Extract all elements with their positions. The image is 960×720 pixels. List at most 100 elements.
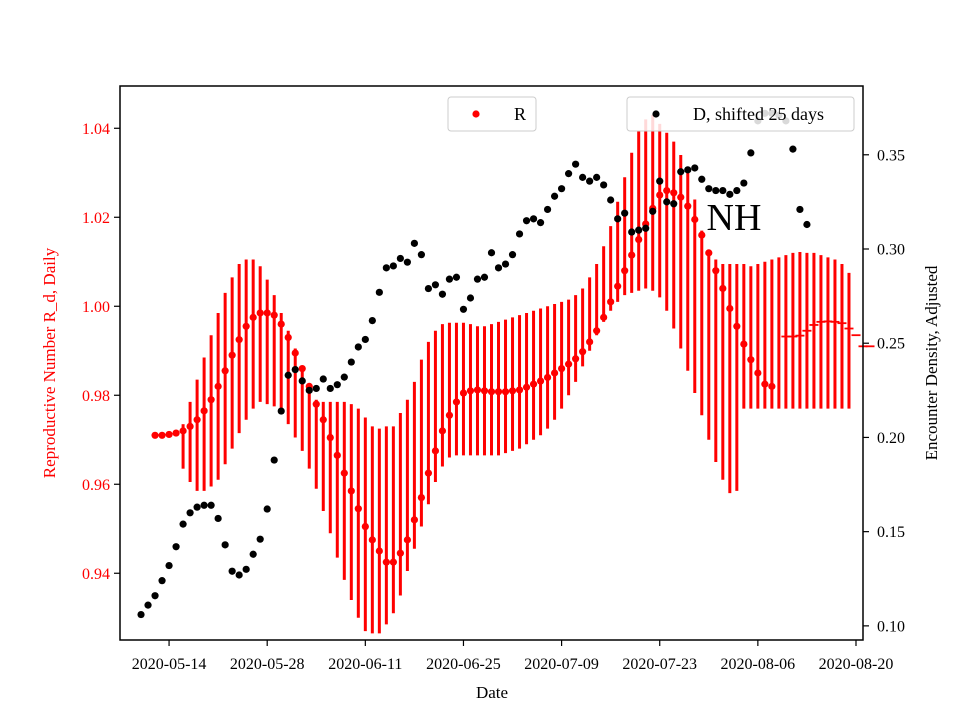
r-point bbox=[536, 377, 545, 385]
y-right-tick-label: 0.10 bbox=[877, 618, 905, 635]
r-point bbox=[747, 356, 755, 364]
x-tick-label: 2020-07-23 bbox=[622, 656, 697, 673]
d-point bbox=[445, 275, 454, 283]
d-point bbox=[186, 509, 194, 517]
d-point bbox=[642, 224, 650, 232]
d-point bbox=[719, 186, 727, 195]
r-point bbox=[333, 451, 341, 459]
r-point bbox=[698, 231, 706, 239]
r-point bbox=[158, 431, 166, 439]
r-point bbox=[733, 322, 741, 330]
d-point bbox=[361, 335, 369, 344]
d-point bbox=[635, 226, 643, 234]
d-point bbox=[747, 149, 755, 157]
r-point bbox=[628, 251, 636, 259]
d-point bbox=[221, 541, 229, 549]
d-point bbox=[389, 262, 397, 270]
r-point bbox=[256, 309, 264, 317]
d-point bbox=[515, 230, 524, 238]
d-point bbox=[214, 514, 222, 523]
y-right-tick-label: 0.25 bbox=[877, 336, 905, 353]
d-point bbox=[508, 251, 517, 259]
d-point bbox=[684, 166, 692, 174]
legend-d-label: D, shifted 25 days bbox=[693, 104, 824, 124]
r-point bbox=[263, 309, 271, 317]
r-point bbox=[614, 282, 622, 290]
x-tick-label: 2020-06-25 bbox=[426, 656, 501, 673]
d-point bbox=[557, 185, 566, 193]
r-point bbox=[445, 411, 454, 419]
d-point bbox=[319, 375, 327, 383]
r-point bbox=[466, 387, 475, 395]
r-point bbox=[298, 364, 306, 373]
d-point bbox=[452, 273, 461, 281]
r-point bbox=[270, 311, 278, 319]
r-point bbox=[235, 336, 243, 344]
r-point bbox=[494, 388, 503, 396]
d-point bbox=[382, 264, 390, 272]
r-point bbox=[705, 249, 713, 257]
d-point bbox=[466, 294, 475, 302]
r-point bbox=[543, 373, 552, 382]
r-point bbox=[529, 380, 538, 388]
r-point bbox=[522, 383, 531, 391]
r-point bbox=[179, 427, 187, 435]
r-point bbox=[340, 469, 348, 477]
r-point bbox=[691, 215, 699, 224]
r-point bbox=[452, 398, 461, 406]
d-point bbox=[600, 181, 608, 189]
legend-r: R bbox=[447, 96, 537, 132]
r-point bbox=[508, 387, 517, 395]
y-right-tick-label: 0.30 bbox=[877, 241, 905, 258]
d-point bbox=[543, 205, 552, 214]
r-point bbox=[438, 427, 447, 435]
d-point bbox=[242, 565, 250, 573]
r-point bbox=[586, 338, 594, 346]
d-point bbox=[291, 365, 299, 374]
d-point bbox=[228, 567, 236, 575]
r-point bbox=[607, 298, 615, 306]
d-point bbox=[586, 177, 594, 185]
d-point bbox=[312, 384, 320, 393]
d-point bbox=[550, 192, 559, 200]
r-point bbox=[754, 369, 762, 377]
r-point bbox=[417, 494, 426, 502]
r-point bbox=[249, 313, 257, 321]
r-point bbox=[319, 416, 327, 424]
d-point bbox=[431, 281, 440, 289]
d-point bbox=[375, 288, 383, 296]
d-point bbox=[326, 384, 334, 393]
x-tick-label: 2020-08-20 bbox=[819, 656, 894, 673]
r-point bbox=[361, 522, 369, 531]
legend-d: D, shifted 25 days bbox=[626, 96, 855, 132]
y-left-axis-title: Reproductive Number R_d, Daily bbox=[40, 247, 59, 478]
d-point bbox=[179, 520, 187, 528]
x-tick-label: 2020-07-09 bbox=[524, 656, 599, 673]
r-point bbox=[403, 536, 411, 544]
d-point bbox=[347, 358, 355, 366]
r-point bbox=[684, 202, 692, 210]
d-point bbox=[670, 200, 678, 208]
d-point bbox=[263, 505, 271, 513]
d-point bbox=[536, 219, 545, 227]
d-point bbox=[607, 196, 615, 204]
d-point bbox=[501, 260, 510, 268]
r-point bbox=[382, 558, 390, 566]
r-point bbox=[396, 549, 404, 557]
d-point bbox=[656, 177, 664, 185]
r-point bbox=[768, 382, 776, 390]
r-point bbox=[284, 333, 292, 342]
r-point bbox=[410, 516, 418, 524]
d-point bbox=[733, 186, 741, 195]
d-point bbox=[235, 571, 243, 579]
r-point bbox=[172, 429, 180, 437]
r-point bbox=[557, 364, 566, 373]
d-point bbox=[424, 284, 433, 293]
d-point bbox=[579, 173, 587, 181]
r-point bbox=[291, 349, 299, 357]
x-tick-label: 2020-08-06 bbox=[721, 656, 796, 673]
r-point bbox=[635, 235, 643, 244]
d-point bbox=[698, 175, 706, 183]
d-point bbox=[158, 577, 166, 585]
y-left-tick-label: 0.98 bbox=[82, 388, 110, 405]
